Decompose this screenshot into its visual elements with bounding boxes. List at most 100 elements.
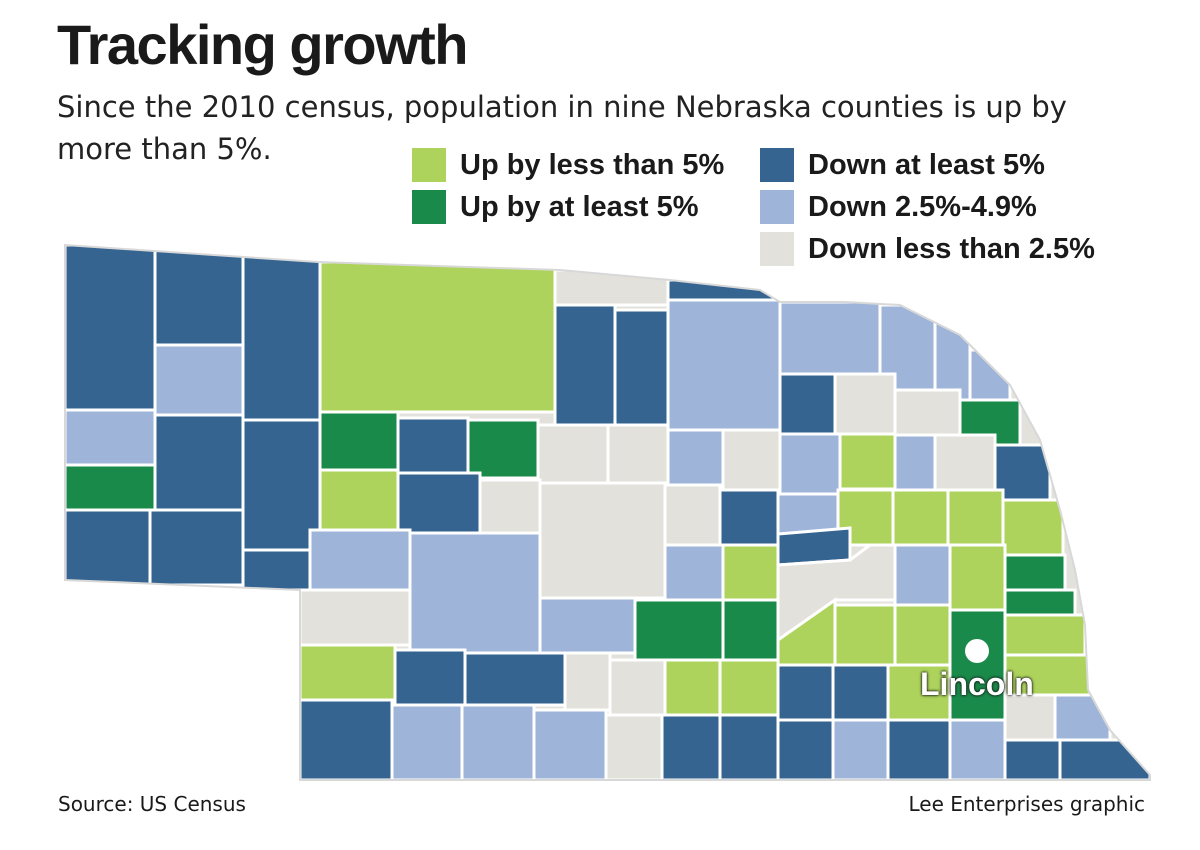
legend-item-up-at-least-5: Up by at least 5% [412, 190, 699, 224]
county [393, 648, 467, 707]
county [463, 651, 567, 707]
legend-item-down-at-least-5: Down at least 5% [760, 148, 1045, 182]
map-subtitle: Since the 2010 census, population in nin… [57, 90, 1067, 166]
county [718, 488, 780, 547]
county [778, 300, 882, 376]
county [893, 388, 962, 437]
county [666, 298, 782, 432]
county [721, 428, 782, 492]
county [153, 343, 245, 417]
county [318, 468, 400, 532]
county [968, 348, 1012, 402]
county [666, 428, 725, 487]
county [532, 708, 608, 780]
county [948, 608, 1007, 722]
county [408, 531, 542, 655]
credit-note: Lee Enterprises graphic [908, 792, 1145, 816]
legend-swatch-up-at-least-5 [412, 190, 446, 224]
county [478, 478, 542, 537]
county [776, 718, 835, 780]
county [663, 658, 722, 717]
county [718, 713, 780, 780]
county [946, 488, 1005, 547]
county [721, 598, 780, 662]
county [948, 543, 1007, 612]
county [1003, 553, 1067, 592]
county [893, 543, 952, 607]
county [318, 260, 557, 414]
county [831, 663, 890, 722]
county [318, 410, 400, 472]
county [241, 418, 322, 552]
legend-label-down-2-5-4-9: Down 2.5%-4.9% [808, 190, 1037, 223]
county [396, 471, 482, 535]
county [298, 588, 412, 647]
county [460, 703, 536, 780]
county [663, 543, 725, 602]
county [893, 433, 937, 492]
county [660, 713, 722, 780]
county [390, 703, 464, 780]
county [604, 713, 664, 780]
county [933, 433, 997, 492]
legend-label-down-less-2-5: Down less than 2.5% [808, 232, 1095, 265]
county [538, 481, 667, 600]
county [891, 488, 950, 547]
legend-swatch-up-less-5 [412, 148, 446, 182]
county [776, 663, 835, 722]
legend-swatch-down-less-2-5 [760, 232, 794, 266]
county [153, 413, 245, 512]
county [893, 603, 952, 667]
legend-label-up-less-5: Up by less than 5% [460, 148, 725, 181]
legend-item-down-2-5-4-9: Down 2.5%-4.9% [760, 190, 1037, 224]
county [633, 598, 725, 662]
county [666, 278, 782, 302]
county [948, 718, 1007, 780]
county [663, 483, 722, 547]
county [148, 508, 245, 587]
county [718, 658, 780, 717]
county [838, 432, 897, 491]
county [538, 596, 637, 655]
county [241, 548, 322, 592]
county [65, 508, 152, 587]
county [466, 418, 540, 480]
county [563, 651, 612, 712]
legend-label-down-at-least-5: Down at least 5% [808, 148, 1045, 181]
county [606, 423, 670, 485]
county [613, 308, 670, 427]
county [608, 658, 667, 717]
map-title: Tracking growth [57, 13, 469, 76]
county [1053, 693, 1112, 742]
city-marker-lincoln [965, 639, 989, 663]
county [65, 463, 157, 512]
legend-swatch-down-at-least-5 [760, 148, 794, 182]
source-note: Source: US Census [58, 792, 246, 816]
county [721, 543, 780, 602]
county [831, 718, 890, 780]
county [833, 603, 897, 667]
county [536, 423, 610, 485]
county [778, 432, 842, 496]
county [886, 663, 952, 722]
county [396, 416, 470, 475]
county [776, 492, 840, 536]
county [298, 698, 394, 780]
counties [65, 245, 1150, 780]
legend-swatch-down-2-5-4-9 [760, 190, 794, 224]
county [1001, 498, 1065, 557]
city-label-lincoln: Lincoln [920, 666, 1034, 702]
county [1003, 613, 1087, 657]
county [886, 718, 952, 780]
county [153, 248, 245, 347]
legend-label-up-at-least-5: Up by at least 5% [460, 190, 699, 223]
county [298, 643, 397, 702]
county [308, 528, 412, 592]
legend-item-down-less-2-5: Down less than 2.5% [760, 232, 1095, 266]
county [65, 245, 157, 412]
legend-item-up-less-5: Up by less than 5% [412, 148, 724, 182]
state-outline [64, 243, 1151, 781]
county [241, 253, 322, 422]
county [1003, 588, 1077, 617]
